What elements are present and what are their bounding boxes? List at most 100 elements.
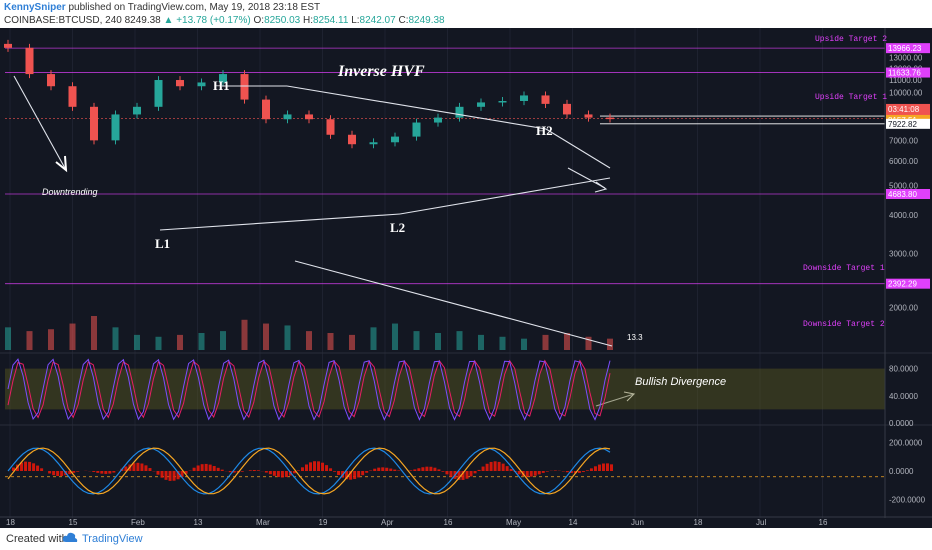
momentum-bar: [156, 471, 160, 475]
momentum-bar: [16, 464, 20, 471]
momentum-bar: [36, 465, 40, 471]
momentum-bar: [349, 471, 353, 480]
candles: [4, 39, 614, 149]
stoch-k-line: [7, 358, 611, 421]
price-label-box: [886, 188, 930, 199]
price-tick-label: 13000.00: [889, 54, 923, 63]
candle-body: [520, 95, 528, 102]
candle-body: [262, 99, 270, 120]
momentum-bar: [164, 471, 168, 480]
open-value: 8250.03: [264, 15, 301, 26]
momentum-bar: [140, 463, 144, 471]
momentum-bar: [96, 471, 100, 473]
symbol-line: COINBASE:BTCUSD, 240 8249.38 ▲ +13.78 (+…: [4, 15, 445, 26]
volume-bar: [349, 334, 355, 350]
momentum-bar: [212, 466, 216, 471]
candle-body: [391, 136, 399, 143]
momentum-bar: [333, 471, 337, 472]
momentum-panel: [0, 424, 932, 495]
downtrend-arrow-line: [13, 75, 67, 171]
momentum-bar: [529, 471, 533, 477]
price-label-text: 7922.82: [888, 120, 917, 129]
momentum-bar: [104, 471, 108, 474]
time-tick-label: Jul: [756, 518, 766, 527]
momentum-bar: [304, 464, 308, 471]
bullish-divergence-label: Bullish Divergence: [635, 376, 726, 388]
chart-background: [0, 28, 932, 528]
momentum-bar: [441, 471, 445, 472]
candle-body: [4, 43, 12, 48]
publish-info: published on TradingView.com, May 19, 20…: [68, 2, 321, 13]
author-name[interactable]: KennySniper: [4, 2, 66, 13]
momentum-bar: [457, 471, 461, 480]
h2-descending-line: [545, 128, 611, 169]
time-tick-label: 15: [69, 518, 78, 527]
momentum-bar: [124, 466, 128, 471]
candle-body: [240, 74, 249, 100]
time-tick-label: 18: [6, 518, 15, 527]
tradingview-brand[interactable]: TradingView: [82, 533, 143, 545]
momentum-tick-label: 200.0000: [889, 438, 923, 447]
momentum-bar: [240, 471, 244, 472]
upper-trendline: [286, 85, 547, 130]
volume-bar: [306, 331, 312, 350]
momentum-bar: [525, 471, 529, 477]
time-tick-label: Jun: [631, 518, 644, 527]
momentum-bar: [345, 471, 349, 480]
chart-canvas[interactable]: 13000.0012000.0011000.0010000.009000.008…: [0, 28, 932, 528]
momentum-bar: [72, 471, 76, 473]
momentum-bar: [601, 463, 605, 471]
stoch-d-line: [7, 359, 611, 419]
price-axis[interactable]: 13000.0012000.0011000.0010000.009000.008…: [627, 28, 930, 518]
momentum-bar: [413, 469, 417, 471]
momentum-bar: [445, 471, 449, 475]
momentum-bar: [144, 465, 148, 471]
momentum-bar: [228, 471, 232, 473]
price-label-box: [886, 118, 930, 129]
momentum-bar: [509, 469, 513, 471]
momentum-bar: [216, 467, 220, 471]
volume-bar: [564, 333, 570, 350]
momentum-bar: [232, 471, 236, 473]
momentum-bar: [276, 471, 280, 478]
volume-bar: [177, 334, 183, 350]
momentum-fast-line: [7, 447, 611, 495]
momentum-bar: [192, 467, 196, 471]
high-value: 8254.11: [313, 15, 349, 26]
volume-bar: [155, 336, 162, 350]
price-tick-label: 2000.00: [889, 304, 918, 313]
momentum-bar: [28, 461, 32, 471]
time-tick-label: 19: [319, 518, 328, 527]
volume-bar: [284, 325, 291, 350]
momentum-bar: [565, 471, 569, 473]
momentum-bar: [497, 461, 501, 471]
candle-body: [326, 119, 335, 135]
momentum-bar: [12, 467, 16, 471]
candle-body: [90, 106, 98, 141]
time-tick-label: 18: [694, 518, 703, 527]
momentum-bar: [76, 471, 80, 472]
target-lines: [5, 47, 885, 285]
momentum-bar: [280, 471, 284, 478]
price-label-box: [886, 67, 930, 78]
momentum-bar: [433, 467, 437, 471]
momentum-bar: [465, 471, 469, 479]
volume-bar: [112, 327, 119, 350]
volume-bar: [198, 333, 205, 350]
candle-body: [498, 101, 507, 103]
volume-bar: [585, 336, 592, 350]
price-tick-label: 5000.00: [889, 181, 918, 190]
momentum-bar: [493, 461, 497, 471]
price-tick-label: 7000.00: [889, 136, 918, 145]
momentum-bar: [24, 461, 28, 471]
momentum-bar: [108, 471, 112, 474]
momentum-bar: [208, 464, 212, 471]
momentum-bar: [132, 463, 136, 471]
price-label-box: [886, 278, 930, 289]
momentum-bar: [272, 471, 276, 476]
candle-body: [584, 114, 593, 118]
time-axis[interactable]: 18 15 Feb 13 Mar 19 Apr 16 May 14 Jun 18 Jul 16: [0, 516, 932, 527]
symbol-label[interactable]: COINBASE:BTCUSD, 240: [4, 15, 122, 26]
momentum-bar: [292, 471, 296, 474]
momentum-bar: [184, 471, 188, 474]
